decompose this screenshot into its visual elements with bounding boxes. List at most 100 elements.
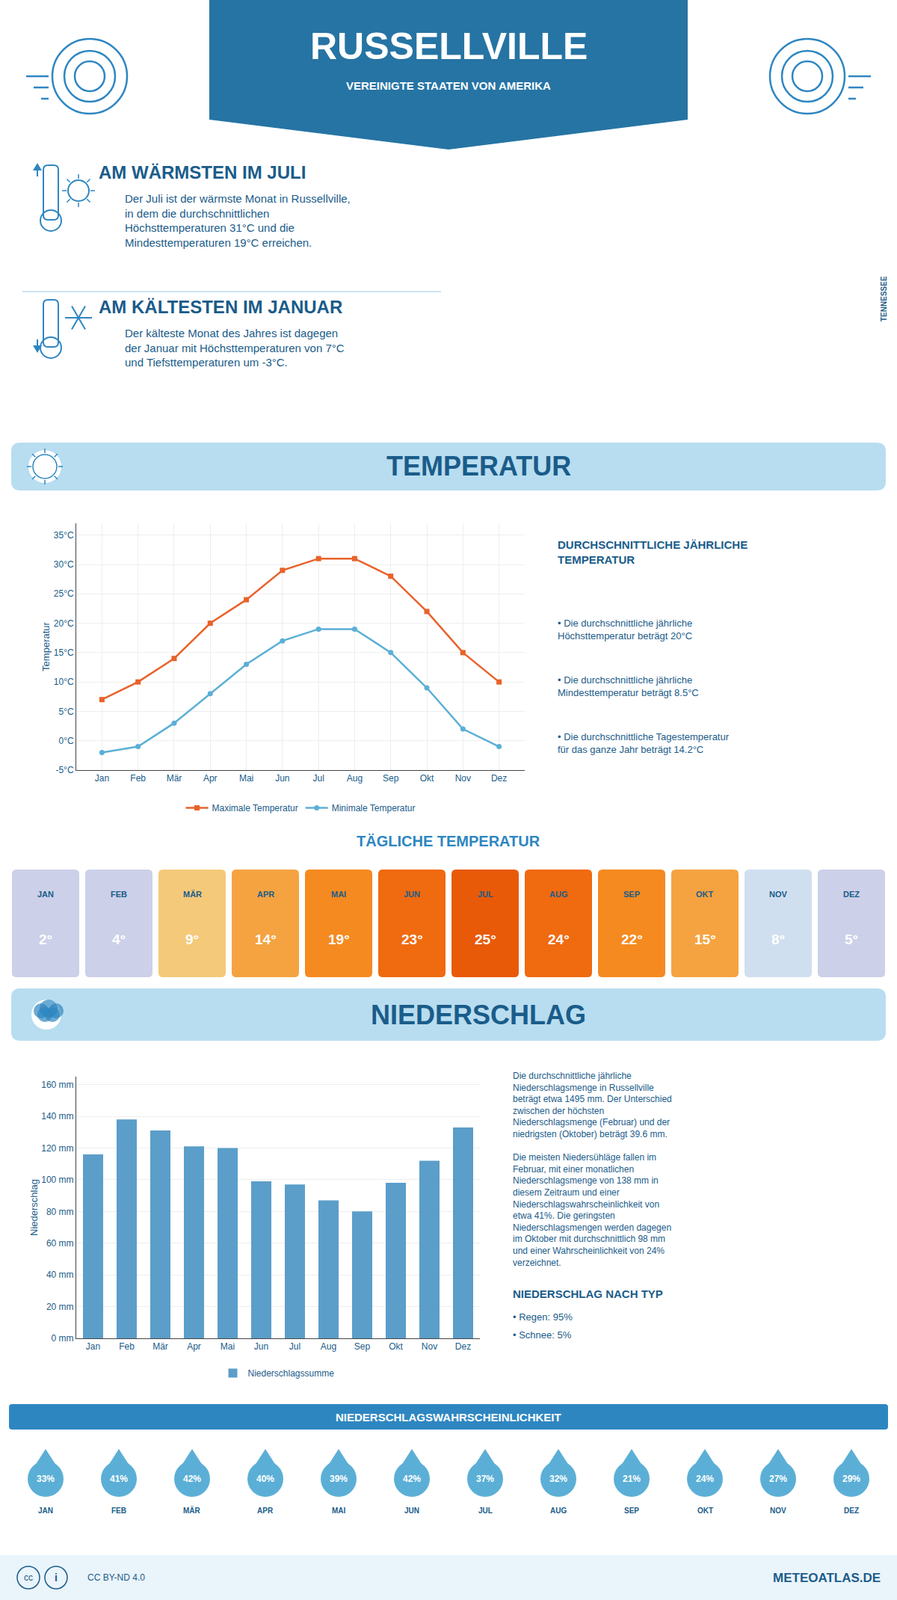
svg-text:Okt: Okt	[388, 1341, 403, 1352]
svg-text:RUSSELLVILLE: RUSSELLVILLE	[310, 25, 588, 68]
svg-text:24°: 24°	[547, 931, 570, 948]
svg-text:Maximale Temperatur: Maximale Temperatur	[212, 802, 299, 814]
svg-text:Apr: Apr	[186, 1341, 202, 1352]
svg-text:• Regen: 95%: • Regen: 95%	[512, 1311, 573, 1323]
svg-text:140 mm: 140 mm	[41, 1110, 74, 1122]
svg-text:Nov: Nov	[455, 772, 471, 784]
svg-text:Minimale Temperatur: Minimale Temperatur	[331, 802, 416, 814]
svg-text:Apr: Apr	[203, 772, 218, 784]
svg-text:NIEDERSCHLAG NACH TYP: NIEDERSCHLAG NACH TYP	[512, 1287, 664, 1300]
svg-text:Aug: Aug	[346, 772, 363, 784]
svg-text:120 mm: 120 mm	[41, 1142, 74, 1154]
svg-text:33%: 33%	[36, 1473, 55, 1484]
svg-text:32%: 32%	[549, 1473, 568, 1484]
svg-text:80 mm: 80 mm	[46, 1206, 75, 1217]
svg-text:0 mm: 0 mm	[51, 1332, 75, 1344]
svg-text:OKT: OKT	[695, 889, 714, 899]
svg-text:25°C: 25°C	[53, 588, 75, 599]
svg-text:14°: 14°	[254, 931, 277, 948]
svg-text:METEOATLAS.DE: METEOATLAS.DE	[772, 1570, 881, 1585]
svg-text:DEZ: DEZ	[843, 1506, 859, 1515]
svg-text:APR: APR	[257, 889, 275, 899]
svg-text:35°C: 35°C	[53, 529, 75, 541]
svg-text:AUG: AUG	[550, 1506, 567, 1515]
svg-text:NIEDERSCHLAGSWAHRSCHEINLICHKEI: NIEDERSCHLAGSWAHRSCHEINLICHKEIT	[335, 1410, 562, 1424]
svg-text:15°C: 15°C	[53, 647, 75, 658]
svg-text:21%: 21%	[622, 1473, 641, 1484]
svg-text:22°: 22°	[621, 931, 643, 948]
svg-text:• Die durchschnittliche jährli: • Die durchschnittliche jährlicheHöchstt…	[557, 617, 693, 642]
svg-text:42%: 42%	[402, 1473, 421, 1484]
svg-text:Mai: Mai	[239, 772, 254, 784]
svg-text:Jan: Jan	[85, 1341, 101, 1352]
svg-text:i: i	[54, 1571, 58, 1584]
svg-text:160 mm: 160 mm	[41, 1079, 74, 1090]
svg-text:cc: cc	[23, 1571, 33, 1583]
svg-text:Feb: Feb	[130, 772, 146, 784]
svg-text:-5°C: -5°C	[55, 764, 74, 776]
svg-text:Jul: Jul	[312, 772, 324, 784]
svg-text:JUN: JUN	[404, 1506, 420, 1515]
svg-text:0°C: 0°C	[58, 735, 74, 747]
svg-text:20 mm: 20 mm	[46, 1301, 75, 1312]
svg-text:SEP: SEP	[624, 1506, 640, 1515]
svg-text:Dez: Dez	[491, 772, 507, 784]
svg-text:MÄR: MÄR	[183, 889, 202, 899]
svg-text:OKT: OKT	[697, 1506, 714, 1515]
svg-text:Jan: Jan	[94, 772, 110, 784]
svg-text:Sep: Sep	[382, 772, 400, 784]
svg-text:23°: 23°	[401, 931, 424, 948]
svg-text:AM KÄLTESTEN IM JANUAR: AM KÄLTESTEN IM JANUAR	[98, 296, 343, 317]
svg-text:Aug: Aug	[320, 1341, 337, 1352]
svg-text:42%: 42%	[183, 1473, 202, 1484]
svg-text:FEB: FEB	[110, 889, 128, 899]
svg-text:Nov: Nov	[421, 1341, 438, 1352]
svg-text:20°C: 20°C	[53, 618, 75, 629]
svg-text:19°: 19°	[328, 931, 350, 948]
svg-text:100 mm: 100 mm	[41, 1174, 74, 1185]
svg-text:Mär: Mär	[152, 1341, 169, 1352]
svg-text:AUG: AUG	[549, 889, 568, 899]
svg-text:Temperatur: Temperatur	[40, 621, 52, 671]
svg-text:Jun: Jun	[275, 772, 290, 784]
svg-text:• Schnee: 5%: • Schnee: 5%	[512, 1329, 572, 1341]
svg-text:Mär: Mär	[166, 772, 183, 784]
svg-text:• Die durchschnittliche jährli: • Die durchschnittliche jährlicheMindest…	[557, 674, 699, 699]
svg-text:39%: 39%	[329, 1473, 348, 1484]
svg-text:40 mm: 40 mm	[46, 1269, 75, 1280]
svg-text:AM WÄRMSTEN IM JULI: AM WÄRMSTEN IM JULI	[98, 162, 306, 183]
svg-text:Dez: Dez	[455, 1341, 471, 1352]
svg-text:60 mm: 60 mm	[46, 1237, 75, 1249]
svg-text:JUN: JUN	[403, 889, 421, 899]
svg-text:29%: 29%	[842, 1473, 861, 1484]
svg-text:MÄR: MÄR	[183, 1505, 202, 1515]
svg-text:15°: 15°	[694, 931, 717, 948]
svg-text:MAI: MAI	[331, 1506, 347, 1515]
svg-text:Feb: Feb	[118, 1341, 135, 1352]
svg-text:Der kälteste Monat des Jahres: Der kälteste Monat des Jahres ist dagege…	[124, 326, 345, 369]
svg-text:JUL: JUL	[477, 889, 494, 899]
svg-text:NOV: NOV	[769, 1506, 787, 1515]
svg-text:5°C: 5°C	[58, 706, 74, 717]
svg-text:VEREINIGTE STAATEN VON AMERIKA: VEREINIGTE STAATEN VON AMERIKA	[346, 79, 551, 92]
svg-text:DEZ: DEZ	[843, 889, 860, 899]
svg-text:CC BY-ND 4.0: CC BY-ND 4.0	[87, 1571, 146, 1583]
svg-text:27%: 27%	[769, 1473, 788, 1484]
svg-text:APR: APR	[257, 1506, 274, 1515]
svg-text:DURCHSCHNITTLICHE JÄHRLICHETEM: DURCHSCHNITTLICHE JÄHRLICHETEMPERATUR	[557, 538, 748, 566]
svg-text:Mai: Mai	[220, 1341, 235, 1352]
svg-text:41%: 41%	[109, 1473, 128, 1484]
svg-text:30°C: 30°C	[53, 559, 75, 570]
svg-text:• Die durchschnittliche Tagest: • Die durchschnittliche Tagestemperaturf…	[557, 731, 730, 755]
svg-text:4°: 4°	[112, 931, 126, 948]
svg-text:Niederschlag: Niederschlag	[28, 1178, 40, 1236]
svg-text:9°: 9°	[185, 931, 199, 948]
svg-text:NIEDERSCHLAG: NIEDERSCHLAG	[370, 999, 587, 1031]
svg-text:Okt: Okt	[420, 772, 435, 784]
svg-text:10°C: 10°C	[53, 676, 75, 687]
svg-text:Jul: Jul	[289, 1341, 301, 1352]
svg-text:TENNESSEE: TENNESSEE	[879, 275, 889, 322]
svg-text:8°: 8°	[771, 931, 785, 948]
svg-text:5°: 5°	[844, 931, 859, 948]
svg-text:Der Juli ist der wärmste Monat: Der Juli ist der wärmste Monat in Russel…	[124, 192, 351, 249]
